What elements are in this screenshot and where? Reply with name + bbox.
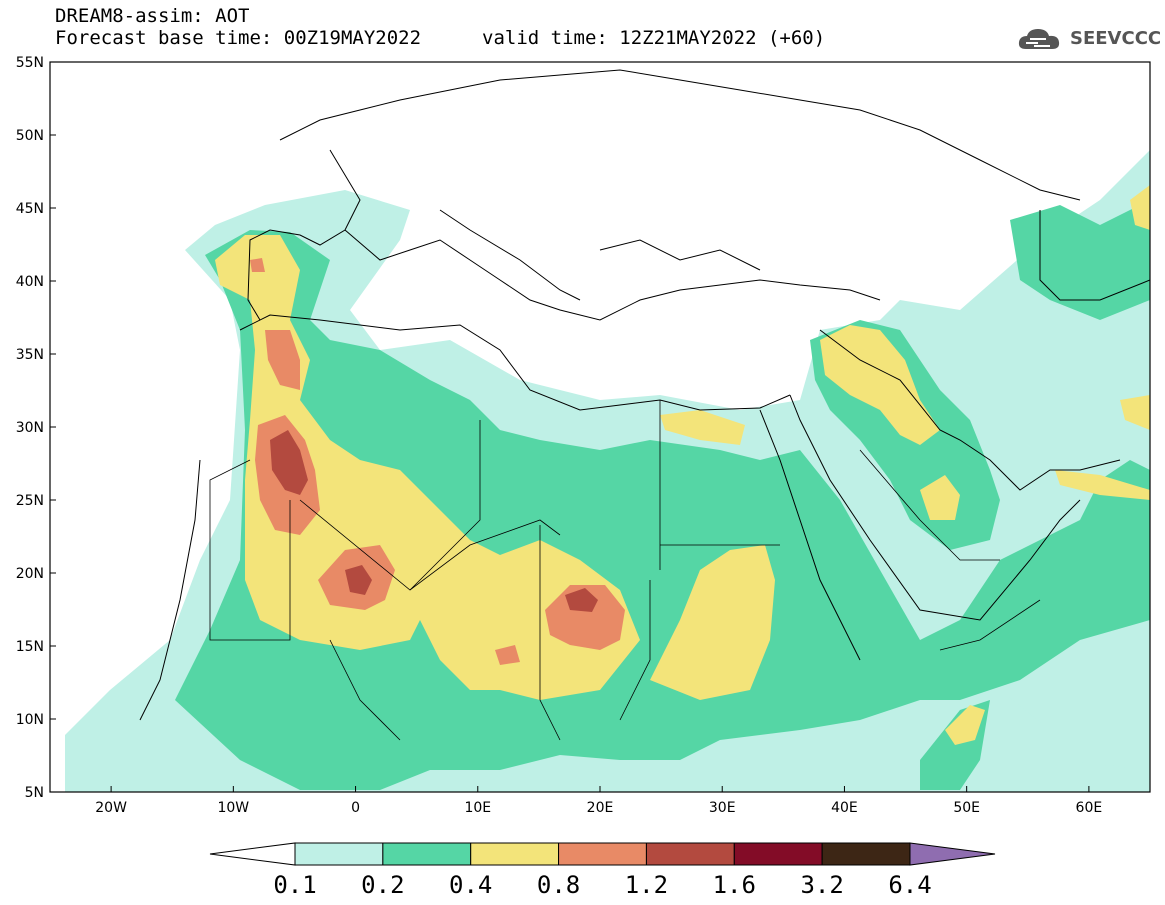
- lon-tick-label: 0: [351, 800, 360, 816]
- cloud-icon: [1018, 29, 1060, 49]
- logo-text: SEEVCCC: [1070, 28, 1162, 49]
- lon-tick-label: 40E: [831, 800, 858, 816]
- longitude-ticks: 20W 10W 0 10E 20E 30E 40E 50E 60E: [95, 786, 1102, 816]
- lon-tick-label: 10E: [464, 800, 491, 816]
- lat-tick-label: 35N: [16, 347, 44, 363]
- colorbar-box: [558, 842, 647, 866]
- lon-tick-label: 20W: [95, 800, 127, 816]
- map-title: DREAM8-assim: AOT: [55, 5, 250, 27]
- colorbar-box: [645, 842, 735, 866]
- latitude-ticks: 55N 50N 45N 40N 35N 30N 25N 20N 15N 10N 5N: [16, 55, 56, 801]
- colorbar-box: [470, 842, 560, 866]
- valid-time: valid time: 12Z21MAY2022 (+60): [482, 27, 826, 49]
- lat-tick-label: 55N: [16, 55, 44, 71]
- colorbar-box: [733, 842, 823, 866]
- lat-tick-label: 50N: [16, 128, 44, 144]
- lat-tick-label: 5N: [25, 785, 44, 801]
- lat-tick-label: 10N: [16, 712, 44, 728]
- colorbar-box: [821, 842, 911, 866]
- colorbar-label: 1.2: [625, 871, 668, 899]
- colorbar-legend: 0.1 0.2 0.4 0.8 1.2 1.6 3.2 6.4: [209, 842, 996, 899]
- lon-tick-label: 10W: [217, 800, 249, 816]
- lon-tick-label: 50E: [953, 800, 980, 816]
- colorbar-label: 0.4: [449, 871, 492, 899]
- colorbar-max-arrow: [909, 842, 996, 866]
- lat-tick-label: 45N: [16, 201, 44, 217]
- colorbar-label: 0.8: [537, 871, 580, 899]
- lat-tick-label: 15N: [16, 639, 44, 655]
- colorbar-label: 3.2: [800, 871, 843, 899]
- colorbar-min-arrow: [209, 842, 296, 866]
- lon-tick-label: 60E: [1076, 800, 1103, 816]
- country-borders: [209, 400, 1041, 741]
- coastlines: [139, 69, 1150, 721]
- colorbar-box: [382, 842, 472, 866]
- colorbar-label: 6.4: [888, 871, 931, 899]
- colorbar-label: 1.6: [713, 871, 756, 899]
- lat-tick-label: 40N: [16, 274, 44, 290]
- lat-tick-label: 25N: [16, 493, 44, 509]
- colorbar-label: 0.2: [361, 871, 404, 899]
- colorbar-label: 0.1: [273, 871, 316, 899]
- aot-level-1.2: [270, 430, 598, 612]
- forecast-base-time: Forecast base time: 00Z19MAY2022: [55, 27, 422, 49]
- lon-tick-label: 30E: [709, 800, 736, 816]
- lon-tick-label: 20E: [587, 800, 614, 816]
- lat-tick-label: 20N: [16, 566, 44, 582]
- colorbar-box: [294, 842, 384, 866]
- lat-tick-label: 30N: [16, 420, 44, 436]
